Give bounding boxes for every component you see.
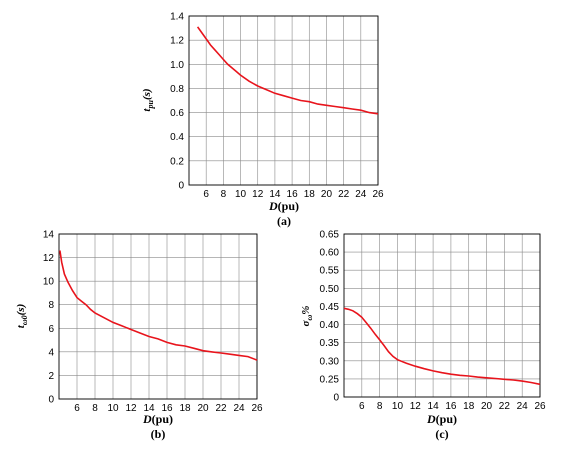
x-axis-label: D(pu) xyxy=(268,199,299,213)
y-tick-label: 0 xyxy=(333,393,339,404)
x-tick-label: 20 xyxy=(321,189,333,200)
x-tick-label: 18 xyxy=(463,401,475,412)
y-tick-label: 8 xyxy=(48,300,54,311)
y-tick-label: 0.30 xyxy=(320,356,340,367)
x-axis-label: D(pu) xyxy=(142,412,173,426)
y-tick-label: 0.45 xyxy=(320,302,340,313)
x-tick-label: 26 xyxy=(251,403,263,414)
data-series-line xyxy=(343,307,541,386)
panel-caption: (b) xyxy=(151,427,166,441)
y-axis-label: tω0(s) xyxy=(15,304,29,328)
plot-frame xyxy=(188,15,379,186)
x-tick-label: 22 xyxy=(499,401,511,412)
x-tick-label: 8 xyxy=(377,401,383,412)
y-tick-label: 0.8 xyxy=(170,84,184,95)
x-tick-label: 12 xyxy=(125,403,137,414)
x-axis-unit: (pu) xyxy=(436,412,457,426)
x-tick-label: 26 xyxy=(372,189,384,200)
y-tick-label: 0.25 xyxy=(320,374,340,385)
y-axis-unit: (s) xyxy=(141,88,153,100)
x-tick-label: 10 xyxy=(235,189,247,200)
y-axis-variable: t xyxy=(15,324,27,328)
y-tick-label: 0.2 xyxy=(170,156,184,167)
y-tick-label: 0 xyxy=(178,181,184,192)
y-tick-label: 12 xyxy=(43,253,55,264)
x-axis-variable: D xyxy=(426,412,436,426)
y-tick-label: 10 xyxy=(43,277,55,288)
y-tick-label: 6 xyxy=(48,324,54,335)
plot-frame xyxy=(58,233,258,400)
y-tick-label: 14 xyxy=(43,230,55,241)
y-tick-label: 4 xyxy=(48,347,54,358)
x-axis-label: D(pu) xyxy=(426,412,457,426)
x-tick-label: 16 xyxy=(161,403,173,414)
x-tick-label: 6 xyxy=(359,401,365,412)
x-axis-unit: (pu) xyxy=(278,199,299,213)
x-tick-label: 18 xyxy=(304,189,316,200)
x-tick-label: 10 xyxy=(107,403,119,414)
x-axis-variable: D xyxy=(268,199,278,213)
y-tick-label: 1.4 xyxy=(170,12,184,23)
y-axis-label: σω% xyxy=(300,306,314,327)
y-tick-label: 0.4 xyxy=(170,132,184,143)
y-tick-label: 0.6 xyxy=(170,108,184,119)
y-axis-unit: % xyxy=(300,306,312,315)
y-axis-variable: t xyxy=(141,108,153,112)
x-tick-label: 26 xyxy=(534,401,546,412)
x-tick-label: 24 xyxy=(517,401,529,412)
data-series-line xyxy=(196,26,379,115)
x-tick-label: 6 xyxy=(74,403,80,414)
x-tick-label: 14 xyxy=(428,401,440,412)
y-axis-subscript: pu xyxy=(146,100,155,110)
panel-caption: (c) xyxy=(435,427,448,441)
y-tick-label: 0.60 xyxy=(320,248,340,259)
y-tick-label: 0.65 xyxy=(320,230,340,241)
x-axis-variable: D xyxy=(142,412,152,426)
x-tick-label: 12 xyxy=(252,189,264,200)
y-tick-label: 2 xyxy=(48,371,54,382)
y-tick-label: 0.40 xyxy=(320,320,340,331)
y-tick-label: 0.35 xyxy=(320,338,340,349)
x-tick-label: 12 xyxy=(410,401,422,412)
y-tick-label: 0 xyxy=(48,395,54,406)
panel-caption: (a) xyxy=(277,214,291,228)
y-tick-label: 1.0 xyxy=(170,60,184,71)
x-tick-label: 24 xyxy=(233,403,245,414)
y-axis-subscript: ω xyxy=(305,315,314,321)
chart-panel-1: 6 8 10 12 14 16 18 20 22 24 26 0 0.2 0.4 0.6 0.8 1.0 1.2 1… xyxy=(141,12,384,229)
y-axis-label: tpu(s) xyxy=(141,88,155,111)
y-axis-subscript: ω0 xyxy=(20,315,29,325)
x-tick-label: 6 xyxy=(203,189,209,200)
x-tick-label: 16 xyxy=(445,401,457,412)
x-tick-label: 18 xyxy=(179,403,191,414)
chart-panel-3: 6 8 10 12 14 16 18 20 22 24 26 0 0.25 0.30 0.35 0.40 0.4… xyxy=(300,230,546,442)
x-tick-label: 10 xyxy=(392,401,404,412)
x-tick-label: 16 xyxy=(287,189,299,200)
x-tick-label: 8 xyxy=(92,403,98,414)
x-tick-label: 8 xyxy=(221,189,227,200)
y-tick-label: 0.50 xyxy=(320,284,340,295)
x-tick-label: 22 xyxy=(338,189,350,200)
x-tick-label: 20 xyxy=(481,401,493,412)
y-axis-variable: σ xyxy=(300,319,312,326)
chart-panel-2: 6 8 10 12 14 16 18 20 22 24 2602468101214D(pu)(b)t… xyxy=(15,230,263,442)
x-tick-label: 20 xyxy=(197,403,209,414)
y-axis-unit: (s) xyxy=(15,304,27,316)
x-axis-unit: (pu) xyxy=(152,412,173,426)
x-tick-label: 14 xyxy=(269,189,281,200)
x-tick-label: 22 xyxy=(215,403,227,414)
y-tick-label: 0.55 xyxy=(320,266,340,277)
x-tick-label: 14 xyxy=(143,403,155,414)
x-tick-label: 24 xyxy=(355,189,367,200)
y-tick-label: 1.2 xyxy=(170,36,184,47)
plot-frame xyxy=(343,233,541,398)
data-series-line xyxy=(59,250,258,361)
